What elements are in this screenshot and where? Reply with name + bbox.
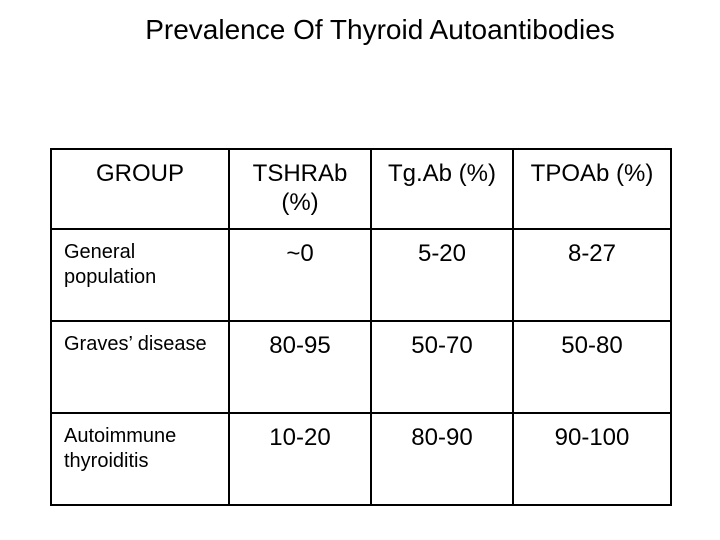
cell-tpoab: 50-80 <box>513 321 671 413</box>
col-header-tpoab: TPOAb (%) <box>513 149 671 229</box>
col-header-group: GROUP <box>51 149 229 229</box>
row-group-label: Autoimmune thyroiditis <box>51 413 229 505</box>
cell-tgab: 80-90 <box>371 413 513 505</box>
table-row: Graves’ disease 80-95 50-70 50-80 <box>51 321 671 413</box>
col-header-tshrab: TSHRAb (%) <box>229 149 371 229</box>
cell-tpoab: 8-27 <box>513 229 671 321</box>
row-group-label: Graves’ disease <box>51 321 229 413</box>
cell-tshrab: 80-95 <box>229 321 371 413</box>
prevalence-table: GROUP TSHRAb (%) Tg.Ab (%) TPOAb (%) Gen… <box>50 148 672 506</box>
cell-tgab: 50-70 <box>371 321 513 413</box>
cell-tpoab: 90-100 <box>513 413 671 505</box>
table-row: General population ~0 5-20 8-27 <box>51 229 671 321</box>
prevalence-table-wrap: GROUP TSHRAb (%) Tg.Ab (%) TPOAb (%) Gen… <box>50 148 670 506</box>
table-header-row: GROUP TSHRAb (%) Tg.Ab (%) TPOAb (%) <box>51 149 671 229</box>
row-group-label: General population <box>51 229 229 321</box>
cell-tgab: 5-20 <box>371 229 513 321</box>
col-header-tgab: Tg.Ab (%) <box>371 149 513 229</box>
table-row: Autoimmune thyroiditis 10-20 80-90 90-10… <box>51 413 671 505</box>
page-title: Prevalence Of Thyroid Autoantibodies <box>0 14 720 46</box>
cell-tshrab: 10-20 <box>229 413 371 505</box>
cell-tshrab: ~0 <box>229 229 371 321</box>
